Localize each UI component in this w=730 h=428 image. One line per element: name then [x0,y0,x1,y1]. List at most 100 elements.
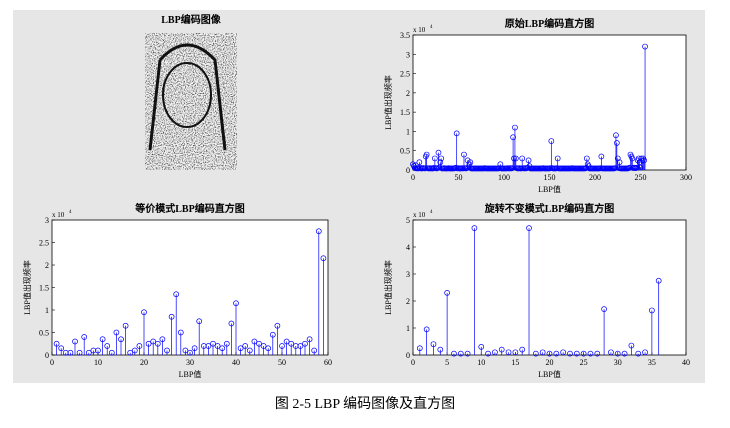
stem-marker [242,343,249,349]
y-tick-label: 1 [406,324,410,333]
x-tick-label: 200 [589,173,601,182]
stem-marker [274,322,281,329]
stem-marker [131,347,138,354]
stem-marker [642,349,648,356]
stem-marker [453,130,460,137]
stem-marker [127,349,134,356]
y-tick-label: 1.5 [39,284,49,293]
stem-marker [85,349,92,356]
stem-marker [621,350,628,357]
stem-marker [444,290,450,296]
stem-marker [616,159,623,166]
stem-marker [505,349,512,356]
y-tick-label: 2 [406,89,410,98]
stem-marker [187,349,193,356]
stem-marker [164,347,170,354]
x-tick-label: 30 [614,358,622,367]
stem-marker [532,350,539,357]
x-tick-label: 150 [544,173,556,182]
stem-marker [81,334,88,340]
stem-marker [53,340,60,347]
y-tick-label: 0.5 [400,147,410,156]
stem-marker [76,349,83,356]
stem-marker [108,349,115,356]
stem-marker [613,140,620,146]
y-tick-label: 3 [406,50,410,59]
chart-title: 原始LBP编码直方图 [505,17,594,30]
stem-marker [437,346,444,353]
stem-marker [315,228,322,235]
x-tick-label: 5 [445,358,449,367]
stem-marker [260,343,267,349]
stem-marker [461,151,467,158]
y-tick-label: 1 [406,127,410,136]
stem-marker [302,340,308,347]
stem-marker [67,349,74,356]
stem-marker [265,345,272,352]
stem-marker [465,164,472,171]
x-axis-label: LBP值 [538,184,561,194]
stem-marker [58,345,65,352]
stem-marker [269,331,276,338]
stem-marker [122,322,129,329]
stem-marker [228,320,235,327]
stem-marker [159,336,166,343]
stem-marker [288,340,295,347]
stem-marker [431,155,438,162]
stem-marker [200,343,207,349]
stem-marker [90,347,97,354]
stem-marker [511,155,517,162]
stem-marker [512,124,518,131]
y-tick-label: 0 [406,351,410,360]
stem-marker [641,157,647,164]
stem-marker [519,346,526,353]
stem-marker [471,225,478,231]
stem-marker [223,340,230,347]
stem-marker [435,149,442,156]
stem-marker [430,341,437,348]
plot-area [412,34,687,171]
stem-marker [598,153,605,160]
stem-marker [492,349,498,356]
stem-marker [512,349,519,356]
x-tick-label: 15 [511,358,519,367]
x-tick-label: 60 [324,358,332,367]
stem-marker [154,340,161,347]
y-tick-label: 1.5 [400,108,410,117]
stem-marker [416,159,423,166]
stem-marker [237,345,244,352]
x-axis-label: LBP值 [179,369,202,379]
stem-marker [210,340,216,347]
stem-marker [416,345,423,352]
y-multiplier: x 10 [413,211,426,219]
stem-marker [150,338,157,345]
stem-marker [251,338,258,345]
y-tick-label: 4 [406,243,410,252]
y-tick-label: 3 [45,216,49,225]
y-multiplier-exponent: 4 [69,210,72,215]
chart-title: 旋转不变模式LBP编码直方图 [484,202,614,215]
y-axis-label: LBP值出现频率 [383,75,393,130]
stem-marker [283,338,290,345]
stem-marker [546,350,553,357]
stem-marker [173,291,180,298]
plot-area [412,219,687,356]
stem-marker [478,344,485,350]
x-tick-label: 40 [232,358,240,367]
stem-marker [311,347,318,354]
stem-marker [177,329,184,336]
stem-marker [629,155,636,162]
stem-marker [467,159,474,166]
stem-marker [423,326,430,333]
stem-marker [99,336,106,343]
stem-marker [72,338,78,345]
stem-marker [613,132,619,139]
y-tick-label: 0 [45,351,49,360]
stem-marker [451,350,457,357]
y-tick-label: 2.5 [39,239,49,248]
caption: 图 2-5 LBP 编码图像及直方图 [275,395,455,412]
x-tick-label: 50 [278,358,286,367]
stem-marker [136,343,143,349]
stem-marker [560,349,567,356]
